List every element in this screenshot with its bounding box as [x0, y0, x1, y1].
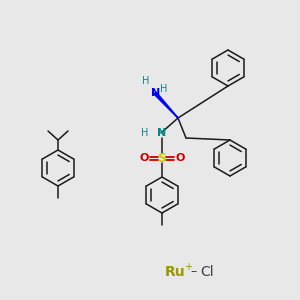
Text: H: H	[142, 76, 150, 86]
Text: S: S	[158, 152, 166, 164]
Text: Cl: Cl	[200, 265, 214, 279]
Polygon shape	[154, 92, 178, 118]
Text: H: H	[160, 84, 168, 94]
Text: +: +	[184, 262, 192, 272]
Text: O: O	[139, 153, 149, 163]
Text: Ru: Ru	[165, 265, 185, 279]
Text: N: N	[152, 88, 160, 98]
Text: N: N	[158, 128, 166, 138]
Text: O: O	[175, 153, 185, 163]
Text: H: H	[141, 128, 149, 138]
Text: –: –	[191, 266, 197, 278]
